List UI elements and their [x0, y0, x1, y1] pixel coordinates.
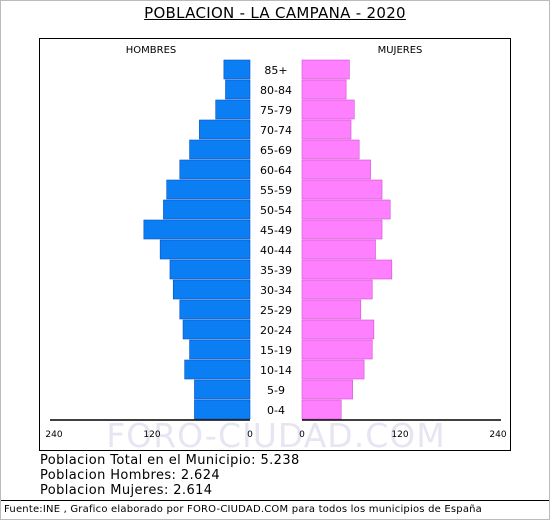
bar-hombres-55-59	[166, 179, 251, 200]
bar-mujeres-15-19	[301, 339, 373, 360]
age-label-15-19: 15-19	[260, 344, 292, 357]
bar-hombres-50-54	[163, 199, 251, 220]
hombres-label: HOMBRES	[126, 45, 177, 56]
age-label-40-44: 40-44	[260, 244, 292, 257]
age-label-50-54: 50-54	[260, 204, 292, 217]
bar-hombres-85+	[223, 59, 251, 80]
age-label-55-59: 55-59	[260, 184, 292, 197]
x-tick-label-2: 0	[247, 430, 253, 440]
population-pyramid: FORO-CIUDAD.COM 85+ 80-84 75-79 70-74 65-69 6…	[45, 45, 506, 452]
age-label-70-74: 70-74	[260, 124, 292, 137]
bar-hombres-60-64	[179, 159, 251, 180]
age-label-85+: 85+	[264, 64, 287, 77]
age-label-60-64: 60-64	[260, 164, 292, 177]
age-label-25-29: 25-29	[260, 304, 292, 317]
age-label-30-34: 30-34	[260, 284, 292, 297]
bar-mujeres-35-39	[301, 259, 393, 280]
bar-mujeres-10-14	[301, 359, 365, 380]
x-tick-label-1: 120	[143, 430, 160, 440]
age-label-10-14: 10-14	[260, 364, 292, 377]
mujeres-label: MUJERES	[378, 45, 423, 56]
bar-mujeres-5-9	[301, 379, 353, 400]
bar-hombres-5-9	[194, 379, 251, 400]
bar-hombres-35-39	[169, 259, 251, 280]
bar-hombres-25-29	[179, 299, 251, 320]
bar-hombres-70-74	[199, 119, 251, 140]
population-hombres: Poblacion Hombres: 2.624	[40, 468, 221, 483]
bar-mujeres-80-84	[301, 79, 347, 100]
age-label-45-49: 45-49	[260, 224, 292, 237]
bar-hombres-80-84	[225, 79, 251, 100]
bar-mujeres-75-79	[301, 99, 355, 120]
bar-mujeres-30-34	[301, 279, 373, 300]
bar-hombres-30-34	[172, 279, 251, 300]
age-label-20-24: 20-24	[260, 324, 292, 337]
bar-mujeres-65-69	[301, 139, 360, 160]
bar-mujeres-70-74	[301, 119, 352, 140]
bar-hombres-0-4	[194, 399, 251, 420]
age-label-0-4: 0-4	[267, 404, 285, 417]
age-label-75-79: 75-79	[260, 104, 292, 117]
bar-mujeres-20-24	[301, 319, 375, 340]
bar-mujeres-25-29	[301, 299, 362, 320]
bar-hombres-10-14	[184, 359, 251, 380]
bar-mujeres-60-64	[301, 159, 371, 180]
footer-source: Fuente:INE , Grafico elaborado por FORO-…	[4, 504, 483, 515]
x-tick-label-4: 120	[391, 430, 408, 440]
bar-mujeres-45-49	[301, 219, 383, 240]
watermark-text: FORO-CIUDAD.COM	[106, 416, 445, 452]
bar-mujeres-85+	[301, 59, 350, 80]
population-mujeres: Poblacion Mujeres: 2.614	[40, 483, 213, 498]
bar-hombres-75-79	[215, 99, 251, 120]
bar-mujeres-0-4	[301, 399, 342, 420]
x-tick-label-3: 0	[299, 430, 305, 440]
chart-title-text: POBLACION - LA CAMPANA - 2020	[144, 4, 406, 22]
population-total: Poblacion Total en el Municipio: 5.238	[40, 453, 300, 468]
age-label-65-69: 65-69	[260, 144, 292, 157]
x-tick-label-0: 240	[45, 430, 62, 440]
chart-frame: FORO-CIUDAD.COM 85+ 80-84 75-79 70-74 65-69 6…	[39, 38, 511, 452]
x-tick-label-5: 240	[489, 430, 506, 440]
bar-mujeres-55-59	[301, 179, 383, 200]
age-label-80-84: 80-84	[260, 84, 292, 97]
bar-hombres-20-24	[182, 319, 251, 340]
footer-divider	[0, 500, 550, 501]
chart-title: POBLACION - LA CAMPANA - 2020	[0, 4, 550, 22]
bar-hombres-15-19	[189, 339, 251, 360]
bar-hombres-65-69	[189, 139, 251, 160]
bar-mujeres-50-54	[301, 199, 391, 220]
bar-hombres-40-44	[159, 239, 251, 260]
bar-mujeres-40-44	[301, 239, 376, 260]
bar-hombres-45-49	[143, 219, 251, 240]
age-label-35-39: 35-39	[260, 264, 292, 277]
age-label-5-9: 5-9	[267, 384, 285, 397]
